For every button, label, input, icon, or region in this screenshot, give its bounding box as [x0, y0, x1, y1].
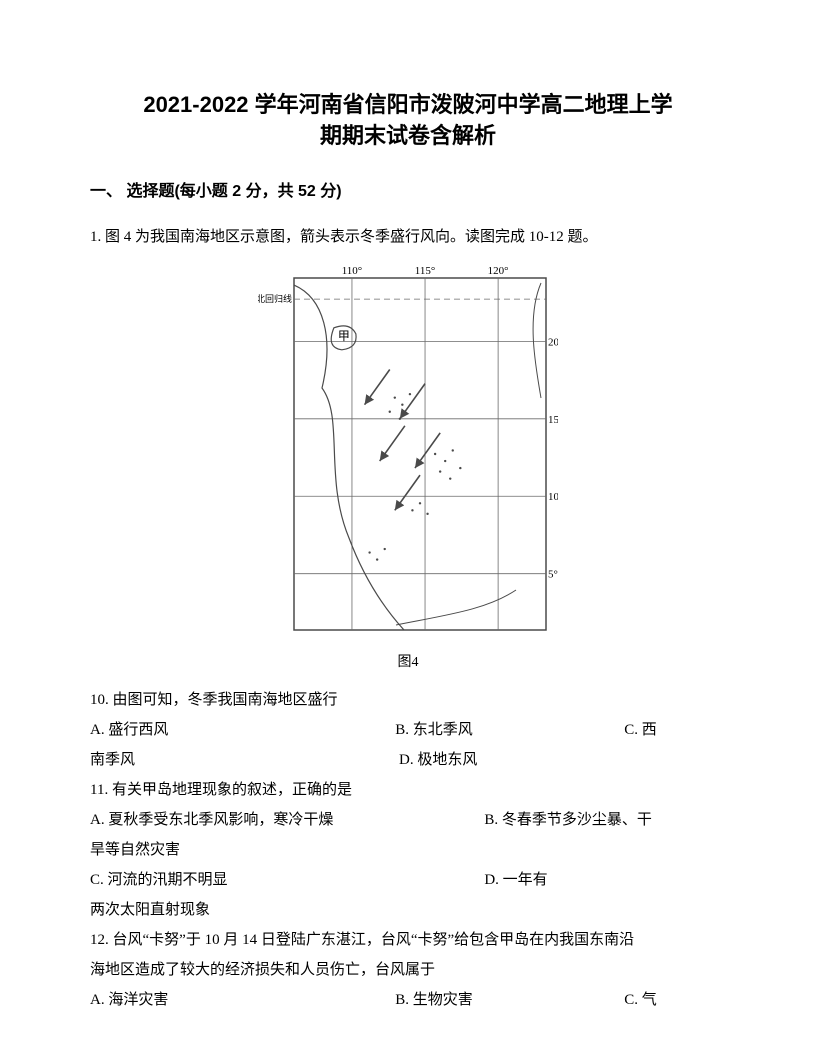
- svg-text:120°: 120°: [488, 265, 509, 277]
- title-line-2: 期期末试卷含解析: [320, 123, 496, 148]
- q11-opt-b-cont: 旱等自然灾害: [90, 835, 726, 865]
- q11-opt-d-prefix: D. 一年有: [484, 865, 726, 895]
- q12-opt-a: A. 海洋灾害: [90, 985, 395, 1015]
- svg-text:甲: 甲: [338, 328, 350, 342]
- q10-opt-c-cont: 南季风: [90, 745, 395, 775]
- q11-opt-c: C. 河流的汛期不明显: [90, 865, 484, 895]
- q11-stem: 11. 有关甲岛地理现象的叙述，正确的是: [90, 775, 726, 805]
- section-heading: 一、 选择题(每小题 2 分，共 52 分): [90, 176, 726, 208]
- figure-caption: 图4: [90, 649, 726, 677]
- q12-stem-line1: 12. 台风“卡努”于 10 月 14 日登陆广东湛江，台风“卡努”给包含甲岛在…: [90, 925, 726, 955]
- q10-opt-b: B. 东北季风: [395, 715, 624, 745]
- q11-options-row1: A. 夏秋季受东北季风影响，寒冷干燥 B. 冬春季节多沙尘暴、干: [90, 805, 726, 835]
- svg-text:110°: 110°: [342, 265, 363, 277]
- q12-options-row1: A. 海洋灾害 B. 生物灾害 C. 气: [90, 985, 726, 1015]
- title-line-1: 2021-2022 学年河南省信阳市泼陂河中学高二地理上学: [143, 92, 672, 117]
- q11-options-row2: C. 河流的汛期不明显 D. 一年有: [90, 865, 726, 895]
- svg-text:10°: 10°: [548, 491, 558, 503]
- svg-text:5°: 5°: [548, 568, 558, 580]
- q11-opt-b: B. 冬春季节多沙尘暴、干: [484, 805, 726, 835]
- q10-options-row1: A. 盛行西风 B. 东北季风 C. 西: [90, 715, 726, 745]
- q10-opt-d: D. 极地东风: [399, 745, 477, 775]
- map-illustration: 110° 115° 120° 20° 15° 10° 5° 北回归线甲: [258, 260, 558, 640]
- q12-stem-line2: 海地区造成了较大的经济损失和人员伤亡，台风属于: [90, 955, 726, 985]
- q11-opt-a: A. 夏秋季受东北季风影响，寒冷干燥: [90, 805, 484, 835]
- page-title: 2021-2022 学年河南省信阳市泼陂河中学高二地理上学 期期末试卷含解析: [90, 90, 726, 152]
- svg-text:北回归线: 北回归线: [258, 293, 292, 304]
- q10-opt-a: A. 盛行西风: [90, 715, 395, 745]
- svg-text:15°: 15°: [548, 413, 558, 425]
- q12-opt-b: B. 生物灾害: [395, 985, 624, 1015]
- q10-stem: 10. 由图可知，冬季我国南海地区盛行: [90, 685, 726, 715]
- q12-opt-c-prefix: C. 气: [624, 985, 726, 1015]
- svg-text:115°: 115°: [415, 265, 436, 277]
- svg-text:20°: 20°: [548, 336, 558, 348]
- q10-opt-c-prefix: C. 西: [624, 715, 726, 745]
- q1-stem: 1. 图 4 为我国南海地区示意图，箭头表示冬季盛行风向。读图完成 10-12 …: [90, 222, 726, 252]
- q10-options-row2: 南季风 D. 极地东风: [90, 745, 726, 775]
- q11-opt-d-cont: 两次太阳直射现象: [90, 895, 726, 925]
- figure-4: 110° 115° 120° 20° 15° 10° 5° 北回归线甲 图4: [90, 260, 726, 677]
